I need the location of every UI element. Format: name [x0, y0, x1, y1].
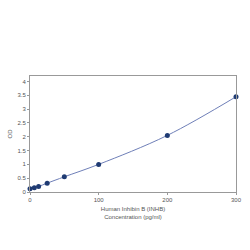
svg-text:OD: OD: [7, 129, 13, 139]
svg-text:3.5: 3.5: [17, 92, 26, 98]
svg-text:1: 1: [22, 161, 26, 167]
svg-text:1.5: 1.5: [17, 148, 26, 154]
svg-text:3: 3: [22, 106, 26, 112]
svg-text:2: 2: [22, 134, 26, 140]
svg-text:2.5: 2.5: [17, 120, 26, 126]
svg-text:0: 0: [28, 197, 32, 203]
svg-text:4: 4: [22, 79, 26, 85]
svg-text:200: 200: [162, 197, 173, 203]
svg-text:0: 0: [22, 189, 26, 195]
svg-text:100: 100: [94, 197, 105, 203]
svg-text:Human Inhibin B (INHB)Concentr: Human Inhibin B (INHB)Concentration (pg/…: [101, 206, 165, 220]
svg-text:0.5: 0.5: [17, 175, 26, 181]
svg-text:300: 300: [231, 197, 242, 203]
